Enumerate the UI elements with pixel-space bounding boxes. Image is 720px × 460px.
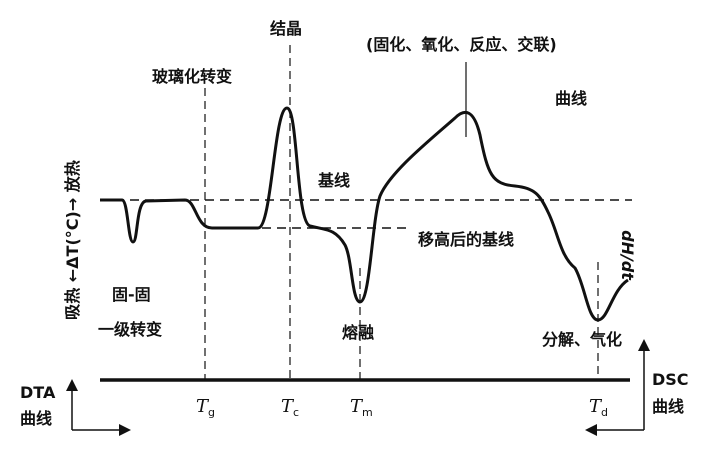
crystallization-label: 结晶 [269, 19, 302, 38]
curve-label: 曲线 [555, 89, 587, 108]
baseline-label: 基线 [317, 171, 350, 190]
tm-label: Tm [350, 396, 373, 419]
solid-solid-label: 固-固 [112, 285, 151, 304]
thermal-curve [100, 106, 629, 322]
y-axis-right-label: dH/dt [618, 230, 637, 281]
dsc-curve-label: 曲线 [652, 397, 684, 416]
reactions-label: (固化、氧化、反应、交联) [366, 35, 557, 54]
td-label: Td [589, 396, 608, 419]
y-axis-left-label: 吸热 ←ΔT(°C)→ 放热 [63, 160, 82, 320]
first-order-label: 一级转变 [98, 320, 162, 339]
dta-label: DTA [20, 383, 56, 402]
melting-label: 熔融 [342, 323, 374, 342]
tg-label: Tg [196, 396, 215, 419]
decomposition-label: 分解、气化 [542, 330, 622, 349]
glass-transition-label: 玻璃化转变 [152, 67, 232, 86]
shifted-baseline-label: 移高后的基线 [418, 230, 514, 249]
tc-label: Tc [281, 396, 299, 419]
dsc-label: DSC [652, 370, 689, 389]
dta-curve-label: 曲线 [20, 409, 52, 428]
